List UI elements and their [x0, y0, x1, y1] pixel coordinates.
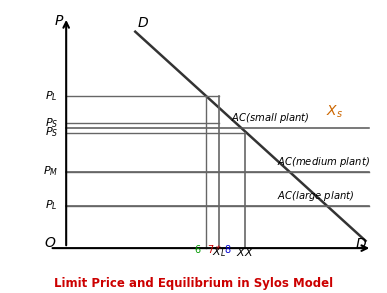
Text: $D$: $D$	[354, 237, 366, 251]
Text: $P_L$: $P_L$	[45, 199, 58, 212]
Text: $8$: $8$	[224, 243, 231, 255]
Text: $AC$(medium plant): $AC$(medium plant)	[277, 155, 370, 169]
Text: $P_S$: $P_S$	[45, 126, 58, 139]
Text: $XX$: $XX$	[236, 246, 254, 258]
Text: $P_L$: $P_L$	[45, 89, 58, 103]
Text: $AC$(small plant): $AC$(small plant)	[231, 111, 309, 125]
Text: Limit Price and Equilibrium in Sylos Model: Limit Price and Equilibrium in Sylos Mod…	[54, 277, 333, 290]
Text: $X_L$: $X_L$	[212, 245, 226, 259]
Text: $D$: $D$	[137, 16, 149, 30]
Text: $O$: $O$	[44, 236, 56, 250]
Text: $7*$: $7*$	[207, 243, 221, 255]
Text: $X_s$: $X_s$	[326, 104, 343, 120]
Text: $AC$(large plant): $AC$(large plant)	[277, 189, 354, 203]
Text: $P_M$: $P_M$	[43, 165, 58, 178]
Text: $6$: $6$	[194, 243, 202, 255]
Text: $P_S$: $P_S$	[45, 116, 58, 130]
Text: $P$: $P$	[55, 14, 65, 28]
